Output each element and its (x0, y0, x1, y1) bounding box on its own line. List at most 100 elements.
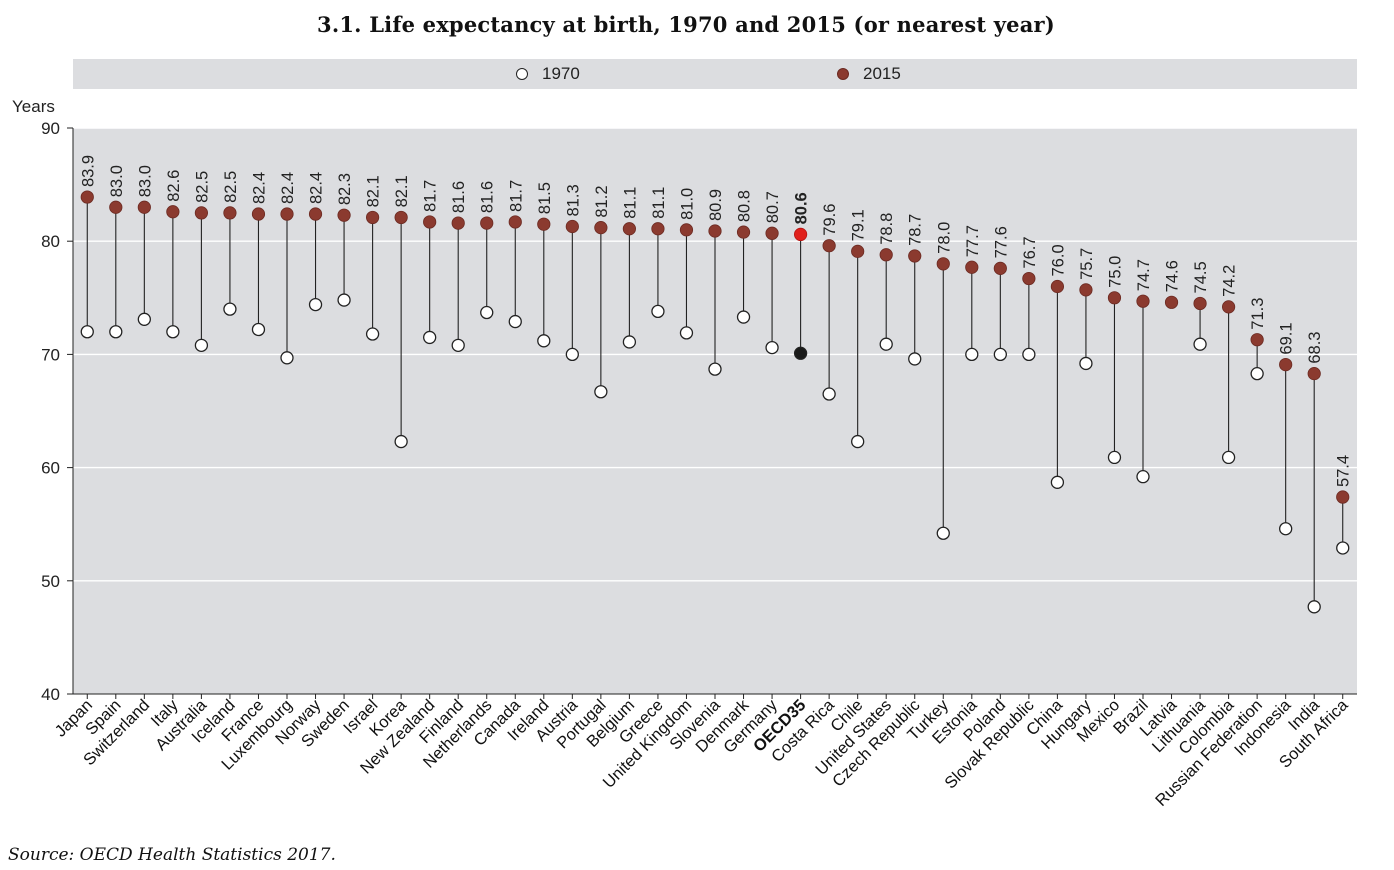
point-2015 (908, 249, 922, 263)
data-label: 82.4 (308, 172, 326, 204)
point-2015 (337, 208, 351, 222)
data-label: 81.3 (564, 184, 582, 216)
point-1970 (80, 325, 94, 339)
point-1970 (337, 293, 351, 307)
point-1970 (1136, 470, 1150, 484)
point-1970 (851, 434, 865, 449)
point-2015 (1336, 490, 1350, 504)
data-label: 80.8 (736, 190, 754, 222)
point-2015 (251, 207, 266, 221)
point-2015 (423, 215, 437, 229)
legend-marker-1970 (516, 68, 528, 80)
data-label: 71.3 (1249, 298, 1267, 330)
data-label: 83.9 (79, 155, 97, 187)
data-label: 74.7 (1135, 259, 1153, 291)
data-label: 68.3 (1306, 332, 1324, 364)
data-label: 75.0 (1106, 256, 1124, 288)
data-label: 79.1 (850, 209, 868, 241)
point-1970 (679, 326, 694, 340)
point-2015 (1193, 296, 1207, 311)
point-2015 (1222, 300, 1236, 314)
chart-title: 3.1. Life expectancy at birth, 1970 and … (317, 12, 1055, 37)
legend-label-2015: 2015 (863, 64, 901, 83)
y-tick-label: 70 (41, 345, 60, 364)
point-2015 (822, 239, 836, 253)
point-2015 (1307, 367, 1321, 381)
point-2015 (1164, 295, 1179, 309)
data-label: 74.2 (1221, 265, 1239, 297)
point-2015 (166, 205, 180, 219)
point-1970 (1221, 450, 1236, 465)
point-1970 (879, 337, 893, 351)
data-label: 82.5 (193, 171, 211, 203)
point-1970 (1022, 347, 1036, 362)
data-label: 82.4 (279, 172, 297, 204)
data-label: 81.5 (536, 182, 554, 214)
y-tick-label: 50 (41, 572, 60, 591)
data-label: 82.1 (393, 175, 411, 207)
data-label: 77.6 (992, 226, 1010, 258)
point-1970 (308, 297, 323, 312)
data-label: 81.7 (422, 180, 440, 212)
point-2015 (993, 261, 1007, 275)
data-label: 69.1 (1278, 322, 1296, 354)
y-tick-label: 60 (41, 459, 60, 478)
legend-item-2015: 2015 (837, 63, 901, 85)
data-label: 81.2 (593, 185, 611, 217)
point-1970 (451, 338, 465, 352)
point-1970 (1336, 541, 1350, 555)
legend: 1970 2015 (73, 59, 1357, 89)
point-1970 (365, 327, 380, 341)
y-tick-label: 90 (41, 119, 60, 138)
point-2015 (109, 200, 123, 214)
point-1970 (166, 325, 180, 339)
data-label: 76.7 (1021, 236, 1039, 268)
point-1970 (708, 362, 722, 376)
data-label: 80.7 (764, 191, 782, 223)
data-label: 82.5 (222, 171, 240, 203)
point-2015 (1250, 333, 1264, 347)
data-label: 75.7 (1078, 248, 1096, 280)
point-2015 (194, 206, 208, 220)
point-1970 (908, 352, 922, 366)
y-axis-label: Years (12, 97, 55, 116)
data-label: 82.6 (165, 170, 183, 202)
source-note: Source: OECD Health Statistics 2017. (8, 845, 336, 865)
data-label: 79.6 (821, 204, 839, 236)
point-2015 (223, 206, 237, 220)
data-label: 76.0 (1049, 244, 1067, 276)
point-1970 (508, 314, 522, 329)
point-2015 (879, 248, 893, 262)
point-2015 (365, 210, 380, 225)
point-1970 (423, 330, 437, 345)
data-label: 81.1 (650, 187, 668, 219)
point-2015 (622, 222, 637, 236)
point-1970 (651, 304, 665, 319)
data-label: 77.7 (964, 225, 982, 257)
point-1970 (1107, 450, 1122, 465)
point-1970 (822, 387, 836, 401)
point-1970 (1050, 475, 1065, 489)
point-1970 (594, 385, 608, 399)
point-1970 (765, 340, 779, 355)
point-2015 (480, 216, 494, 230)
point-2015 (851, 244, 865, 258)
point-1970 (194, 338, 209, 352)
point-2015 (508, 215, 522, 229)
point-1970 (736, 310, 751, 324)
point-2015 (565, 219, 579, 234)
data-label: 82.3 (336, 173, 354, 205)
point-2015 (1279, 357, 1293, 372)
point-1970 (936, 526, 950, 540)
point-2015 (280, 207, 294, 221)
data-label: 82.4 (250, 172, 268, 204)
data-label: 83.0 (136, 165, 154, 197)
point-1970 (622, 335, 637, 349)
point-1970 (394, 434, 408, 449)
legend-label-1970: 1970 (542, 64, 580, 83)
data-label: 78.0 (935, 222, 953, 254)
point-2015 (793, 227, 808, 242)
legend-item-1970: 1970 (516, 63, 580, 85)
y-tick-label: 80 (41, 232, 60, 251)
point-1970 (565, 347, 579, 362)
